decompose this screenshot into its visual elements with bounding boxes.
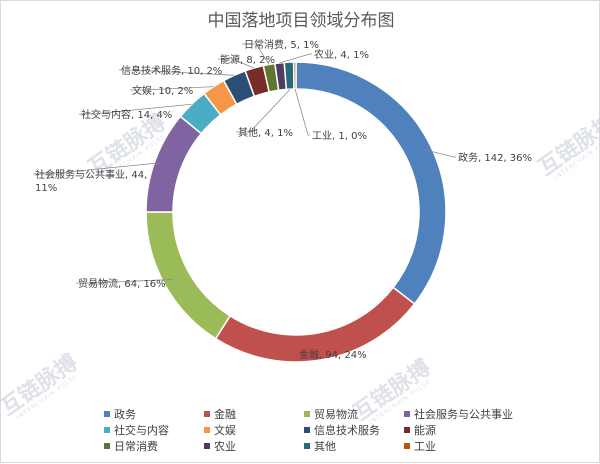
legend-label: 其他 — [314, 440, 336, 453]
legend-swatch — [204, 411, 210, 417]
legend-label: 文娱 — [214, 423, 236, 437]
data-label: 信息技术服务, 10, 2% — [121, 64, 222, 77]
legend-swatch — [104, 443, 110, 449]
legend-item: 文娱 — [204, 423, 236, 437]
legend-label: 金融 — [214, 407, 236, 421]
legend-item: 工业 — [404, 440, 436, 453]
legend-swatch — [304, 443, 310, 449]
data-label: 文娱, 10, 2% — [132, 84, 193, 97]
data-label: 工业, 1, 0% — [312, 130, 367, 142]
data-label: 政务, 142, 36% — [458, 151, 532, 164]
legend-label: 社会服务与公共事业 — [414, 407, 513, 421]
legend-swatch — [204, 443, 210, 449]
legend-swatch — [404, 443, 410, 449]
legend-label: 政务 — [114, 407, 136, 421]
legend-label: 农业 — [214, 439, 236, 453]
leader-line — [33, 162, 160, 175]
leader-line — [130, 86, 214, 91]
data-labels: 政务, 142, 36% 金融, 94, 24% 贸易物流, 64, 16% 社会服务… — [33, 38, 532, 361]
leader-line — [236, 88, 291, 133]
legend-label: 信息技术服务 — [314, 423, 380, 437]
legend-swatch — [404, 411, 410, 417]
data-label: 金融, 94, 24% — [299, 348, 367, 361]
donut-slice — [283, 61, 295, 91]
data-label: 社交与内容, 14, 4% — [81, 108, 172, 121]
legend-item: 政务 — [104, 407, 136, 421]
donut-slice — [145, 211, 232, 340]
donut-slices — [145, 61, 447, 363]
leader-line — [294, 88, 310, 136]
data-label: 农业, 4, 1% — [314, 48, 369, 61]
leader-line — [242, 43, 270, 65]
legend-item: 信息技术服务 — [304, 423, 380, 437]
leader-line — [279, 53, 312, 64]
legend-label: 日常消费 — [114, 439, 158, 453]
legend-item: 社交与内容 — [104, 423, 169, 437]
legend-item: 日常消费 — [104, 439, 158, 453]
legend-swatch — [104, 411, 110, 417]
legend-label: 工业 — [414, 440, 436, 453]
donut-slice — [292, 61, 297, 90]
legend-swatch — [304, 427, 310, 433]
data-label: 能源, 8, 2% — [220, 53, 275, 66]
chart-title: 中国落地项目领域分布图 — [208, 11, 395, 31]
legend-item: 金融 — [204, 407, 236, 421]
legend-item: 社会服务与公共事业 — [404, 407, 513, 421]
legend-item: 贸易物流 — [304, 407, 358, 421]
legend-item: 其他 — [304, 440, 336, 453]
legend-swatch — [404, 427, 410, 433]
donut-slice — [295, 61, 447, 305]
leader-line — [76, 279, 174, 284]
legend-label: 能源 — [414, 423, 436, 437]
legend-item: 农业 — [204, 439, 236, 453]
leader-line — [423, 149, 456, 158]
leader-line — [79, 103, 192, 115]
legend-label: 社交与内容 — [114, 423, 169, 437]
legend-swatch — [104, 427, 110, 433]
legend-swatch — [304, 411, 310, 417]
data-label: 社会服务与公共事业, 44, 11% — [35, 168, 147, 194]
data-label: 日常消费, 5, 1% — [244, 38, 319, 51]
leader-line — [119, 69, 235, 76]
leader-line — [218, 58, 255, 69]
legend-swatch — [204, 427, 210, 433]
data-label: 贸易物流, 64, 16% — [78, 277, 166, 290]
data-label: 其他, 4, 1% — [238, 126, 293, 139]
legend-item: 能源 — [404, 423, 436, 437]
legend-label: 贸易物流 — [314, 407, 358, 421]
